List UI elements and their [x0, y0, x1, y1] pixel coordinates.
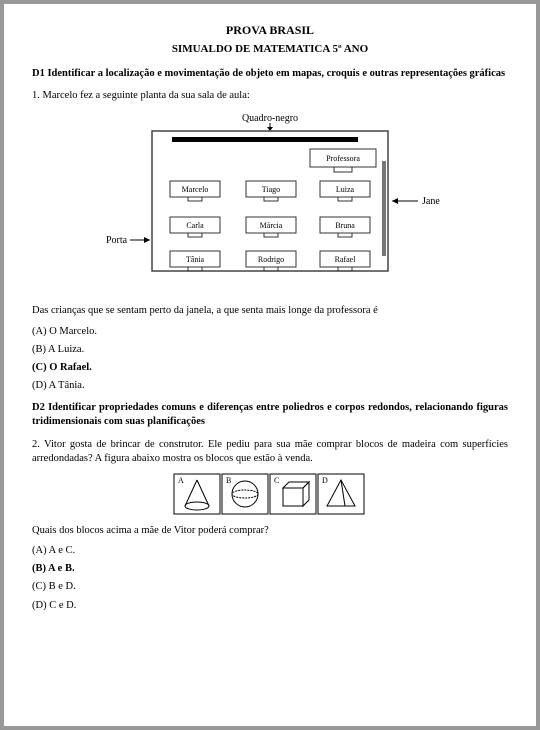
q1-option-b: (B) A Luiza. — [32, 343, 508, 357]
svg-text:Marcelo: Marcelo — [182, 185, 209, 194]
q1-option-c: (C) O Rafael. — [32, 361, 508, 375]
question-1-followup: Das crianças que se sentam perto da jane… — [32, 304, 508, 318]
q1-option-d: (D) A Tânia. — [32, 379, 508, 393]
descriptor-d2: D2 Identificar propriedades comuns e dif… — [32, 401, 508, 429]
svg-text:Tânia: Tânia — [186, 255, 205, 264]
svg-text:Professora: Professora — [326, 154, 360, 163]
svg-text:C: C — [274, 476, 279, 485]
title-main: PROVA BRASIL — [32, 22, 508, 38]
classroom-svg: Quadro-negro Janela Porta Professora Marcelo… — [100, 109, 440, 294]
svg-text:Tiago: Tiago — [262, 185, 280, 194]
q2-option-c: (C) B e D. — [32, 580, 508, 594]
q2-option-d: (D) C e D. — [32, 599, 508, 613]
q2-option-a: (A) A e C. — [32, 544, 508, 558]
svg-text:A: A — [178, 476, 184, 485]
question-1-text: 1. Marcelo fez a seguinte planta da sua … — [32, 89, 508, 103]
svg-text:Rafael: Rafael — [335, 255, 357, 264]
title-sub: SIMUALDO DE MATEMATICA 5º ANO — [32, 42, 508, 57]
svg-text:Porta: Porta — [106, 235, 128, 246]
shapes-svg: A B C D — [172, 472, 368, 516]
question-2-text: 2. Vitor gosta de brincar de construtor.… — [32, 438, 508, 466]
q2-option-b: (B) A e B. — [32, 562, 508, 576]
svg-text:D: D — [322, 476, 328, 485]
svg-text:Bruna: Bruna — [335, 221, 355, 230]
descriptor-d1: D1 Identificar a localização e movimenta… — [32, 67, 508, 81]
page: PROVA BRASIL SIMUALDO DE MATEMATICA 5º A… — [0, 0, 540, 730]
svg-text:Luiza: Luiza — [336, 185, 355, 194]
svg-text:Rodrigo: Rodrigo — [258, 255, 284, 264]
question-2-followup: Quais dos blocos acima a mãe de Vitor po… — [32, 524, 508, 538]
svg-text:Márcia: Márcia — [260, 221, 283, 230]
svg-text:Quadro-negro: Quadro-negro — [242, 113, 298, 124]
svg-text:Carla: Carla — [186, 221, 204, 230]
svg-text:Janela: Janela — [422, 196, 440, 207]
shapes-row: A B C D — [32, 472, 508, 516]
q1-option-a: (A) O Marcelo. — [32, 325, 508, 339]
svg-text:B: B — [226, 476, 231, 485]
classroom-diagram: Quadro-negro Janela Porta Professora Marcelo… — [32, 109, 508, 294]
